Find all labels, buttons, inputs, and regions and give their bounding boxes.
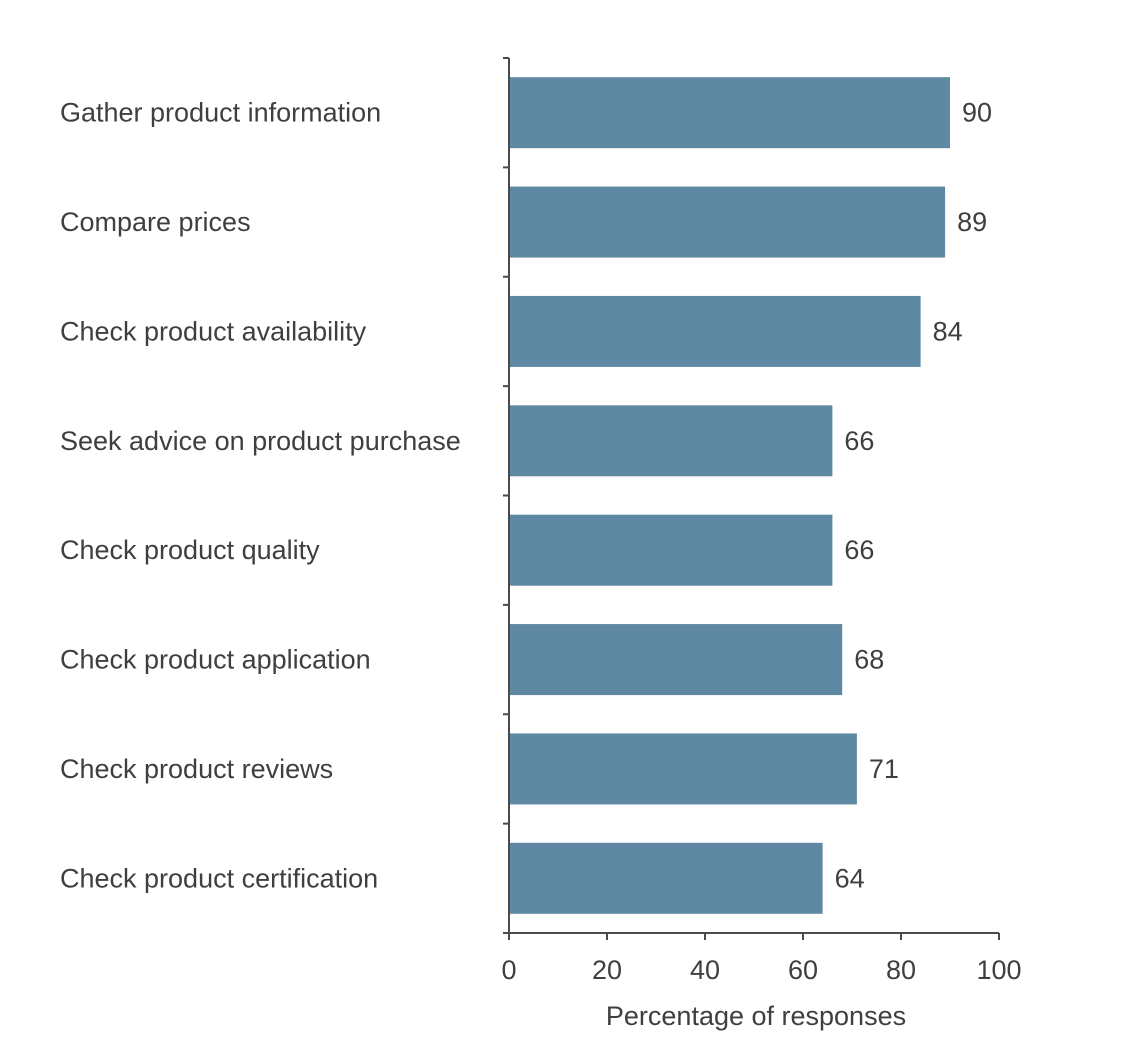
category-label: Seek advice on product purchase xyxy=(60,426,461,456)
data-label: 71 xyxy=(869,754,899,784)
bar xyxy=(509,186,946,258)
bar xyxy=(509,733,857,805)
data-label: 84 xyxy=(933,316,963,346)
bar xyxy=(509,77,950,149)
bar xyxy=(509,842,823,914)
x-tick-label: 0 xyxy=(501,955,516,985)
x-axis-ticks: 0 20 40 60 80 100 xyxy=(501,933,1022,985)
category-label: Compare prices xyxy=(60,207,251,237)
axes xyxy=(503,57,999,934)
category-label: Check product application xyxy=(60,645,371,675)
category-label: Check product quality xyxy=(60,535,320,565)
x-tick-label: 20 xyxy=(592,955,622,985)
data-label: 66 xyxy=(844,426,874,456)
bar xyxy=(509,514,833,586)
x-tick-label: 80 xyxy=(886,955,916,985)
bar xyxy=(509,624,843,696)
category-labels: Gather product information Compare prices… xyxy=(60,98,461,894)
x-tick-label: 60 xyxy=(788,955,818,985)
data-label: 90 xyxy=(962,98,992,128)
bar xyxy=(509,295,921,367)
bar xyxy=(509,405,833,477)
category-label: Check product certification xyxy=(60,863,378,893)
data-label: 68 xyxy=(854,645,884,675)
category-label: Check product reviews xyxy=(60,754,333,784)
category-label: Check product availability xyxy=(60,316,367,346)
category-label: Gather product information xyxy=(60,98,381,128)
bars-layer xyxy=(509,77,950,914)
data-label: 66 xyxy=(844,535,874,565)
value-labels: 90 89 84 66 66 68 71 64 xyxy=(835,98,992,894)
x-axis-title: Percentage of responses xyxy=(606,1001,906,1031)
data-label: 89 xyxy=(957,207,987,237)
x-tick-label: 40 xyxy=(690,955,720,985)
data-label: 64 xyxy=(835,863,865,893)
x-tick-label: 100 xyxy=(976,955,1021,985)
